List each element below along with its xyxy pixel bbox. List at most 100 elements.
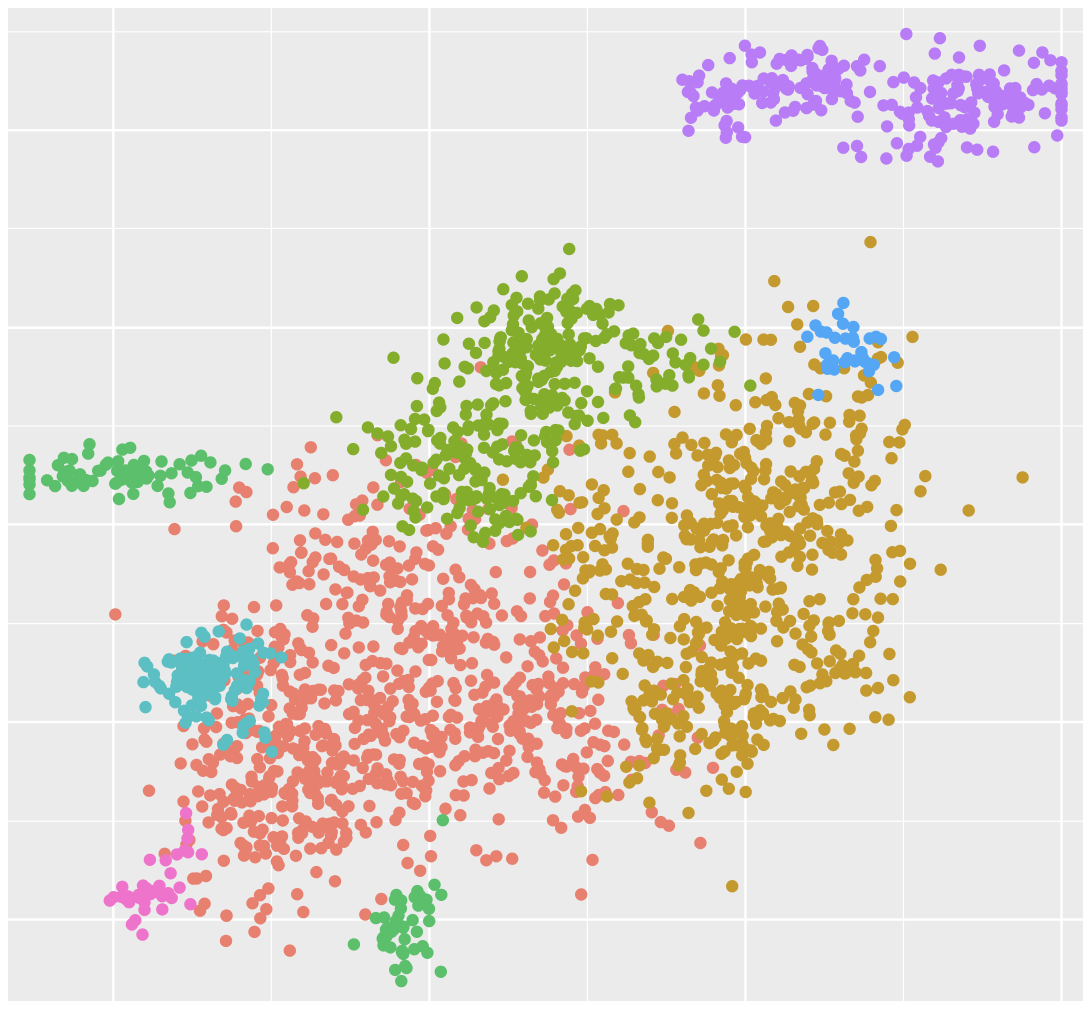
scatter-point	[522, 732, 535, 745]
scatter-point	[837, 141, 850, 154]
scatter-point	[736, 79, 749, 92]
scatter-point	[538, 774, 551, 787]
scatter-point	[383, 576, 397, 589]
scatter-point	[365, 538, 378, 551]
scatter-point	[793, 537, 807, 551]
scatter-point	[540, 311, 554, 325]
scatter-point	[638, 679, 651, 692]
scatter-point	[580, 746, 593, 759]
scatter-point	[190, 710, 203, 723]
scatter-point	[23, 487, 36, 501]
scatter-point	[552, 715, 566, 728]
scatter-point	[556, 661, 570, 674]
scatter-point	[884, 519, 898, 533]
scatter-point	[848, 96, 861, 109]
scatter-point	[622, 360, 635, 373]
scatter-point	[952, 82, 965, 95]
scatter-point	[694, 836, 707, 850]
scatter-point	[533, 763, 546, 776]
scatter-point	[205, 765, 218, 779]
scatter-point	[637, 654, 650, 667]
scatter-point	[143, 853, 157, 866]
scatter-point	[697, 324, 710, 337]
scatter-point	[805, 630, 818, 643]
scatter-point	[491, 440, 504, 453]
scatter-point	[573, 496, 586, 509]
scatter-point	[563, 338, 577, 351]
scatter-point	[471, 505, 485, 518]
scatter-point	[802, 387, 816, 401]
scatter-point	[843, 493, 857, 507]
scatter-point	[971, 143, 984, 156]
scatter-point	[356, 761, 369, 775]
scatter-point	[797, 607, 810, 621]
scatter-point	[215, 822, 228, 835]
scatter-point	[960, 70, 973, 83]
scatter-point	[564, 502, 577, 516]
scatter-point	[643, 796, 656, 809]
scatter-point	[422, 681, 436, 694]
scatter-point	[706, 761, 720, 774]
scatter-point	[330, 843, 343, 856]
scatter-point	[408, 943, 421, 956]
scatter-point	[153, 887, 167, 900]
scatter-point	[465, 657, 479, 670]
scatter-point	[847, 476, 860, 489]
scatter-point	[409, 494, 423, 508]
scatter-point	[890, 379, 903, 393]
scatter-point	[515, 270, 528, 283]
scatter-point	[129, 914, 142, 927]
scatter-point	[336, 805, 349, 818]
scatter-point	[509, 512, 523, 525]
scatter-point	[691, 449, 704, 462]
scatter-point	[820, 326, 833, 339]
scatter-point	[864, 235, 877, 249]
scatter-point	[867, 624, 880, 638]
scatter-point	[307, 612, 320, 625]
scatter-point	[444, 723, 457, 736]
scatter-point	[259, 731, 272, 744]
scatter-point	[177, 795, 190, 808]
scatter-point	[461, 423, 474, 437]
scatter-point	[375, 892, 388, 906]
scatter-point	[890, 137, 904, 150]
scatter-point	[462, 337, 476, 350]
scatter-point	[1006, 107, 1020, 120]
scatter-point	[340, 586, 353, 600]
scatter-point	[181, 846, 195, 859]
scatter-point	[217, 738, 230, 751]
scatter-point	[546, 389, 559, 402]
scatter-point	[298, 504, 311, 517]
scatter-point	[179, 716, 192, 729]
scatter-point	[623, 446, 636, 460]
scatter-point	[304, 441, 317, 454]
scatter-point	[251, 752, 264, 766]
scatter-point	[394, 575, 407, 589]
scatter-point	[647, 623, 661, 636]
scatter-point	[871, 611, 885, 624]
scatter-point	[431, 543, 445, 556]
scatter-point	[652, 465, 665, 479]
scatter-point	[211, 802, 225, 816]
scatter-point	[665, 677, 678, 690]
scatter-point	[809, 94, 823, 108]
scatter-point	[592, 676, 605, 689]
scatter-point	[340, 826, 353, 840]
scatter-point	[266, 508, 280, 521]
scatter-point	[939, 120, 953, 134]
scatter-point	[767, 712, 780, 726]
scatter-point	[56, 470, 69, 483]
scatter-point	[310, 865, 323, 879]
scatter-point	[318, 722, 331, 736]
scatter-point	[692, 701, 705, 714]
scatter-point	[457, 775, 470, 788]
scatter-point	[565, 645, 579, 659]
scatter-point	[744, 379, 757, 392]
scatter-point	[435, 730, 448, 744]
scatter-point	[729, 529, 743, 542]
scatter-point	[434, 965, 447, 978]
scatter-point	[477, 428, 491, 441]
scatter-point	[680, 533, 693, 546]
scatter-point	[805, 563, 819, 576]
scatter-point	[395, 974, 408, 988]
